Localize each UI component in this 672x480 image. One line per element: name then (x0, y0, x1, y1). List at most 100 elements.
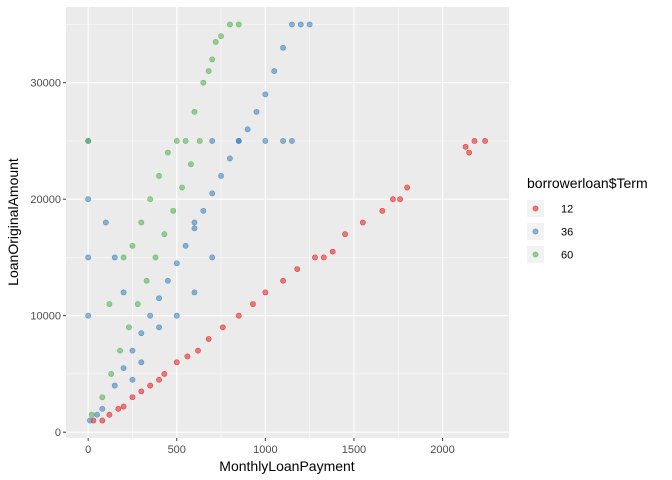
major-gridlines (66, 7, 509, 438)
point-term-60 (143, 277, 150, 284)
point-term-60 (147, 196, 154, 203)
point-term-36 (289, 21, 295, 28)
point-term-60 (161, 231, 168, 238)
point-term-36 (156, 295, 162, 302)
point-term-60 (182, 138, 189, 144)
legend-title: borrowerloan$Term (527, 175, 648, 191)
point-term-12 (106, 411, 113, 418)
legend-item-60: 60 (527, 246, 573, 263)
x-tick-label: 0 (85, 444, 91, 456)
point-term-36 (147, 312, 154, 319)
point-term-36 (280, 138, 286, 144)
point-term-36 (138, 330, 145, 337)
point-term-36 (156, 324, 162, 331)
x-tick-label: 500 (168, 444, 186, 456)
legend: borrowerloan$Term 12 36 60 (527, 175, 648, 263)
point-term-12 (462, 143, 469, 150)
point-term-36 (306, 21, 313, 28)
point-term-60 (108, 371, 115, 377)
legend-key-symbol (532, 251, 539, 258)
legend-label: 12 (561, 204, 573, 216)
point-term-36 (262, 138, 269, 144)
point-term-12 (120, 403, 127, 410)
x-axis-ticks: 0 500 1000 1500 2000 (85, 438, 455, 456)
point-term-12 (359, 219, 366, 226)
point-term-12 (235, 312, 242, 319)
point-term-60 (173, 138, 180, 144)
point-term-60 (188, 161, 194, 168)
point-term-60 (85, 138, 92, 144)
y-axis-title: LoanOriginalAmount (5, 158, 21, 286)
point-term-36 (129, 376, 136, 383)
point-term-60 (117, 347, 123, 354)
point-term-36 (227, 155, 233, 162)
point-term-12 (161, 371, 168, 377)
point-term-36 (87, 417, 93, 424)
legend-key-symbol (532, 205, 539, 212)
y-axis-ticks: 0 10000 20000 30000 (30, 78, 66, 439)
point-term-60 (235, 21, 242, 28)
point-term-12 (129, 394, 136, 401)
point-term-12 (397, 196, 403, 203)
y-tick-label: 10000 (30, 311, 61, 323)
point-term-12 (262, 289, 269, 296)
point-term-36 (253, 108, 260, 115)
point-term-60 (200, 79, 207, 86)
x-tick-label: 2000 (430, 444, 454, 456)
point-term-36 (191, 289, 198, 296)
point-term-12 (390, 196, 396, 203)
point-term-12 (219, 324, 226, 331)
point-term-60 (218, 33, 224, 40)
point-term-12 (173, 359, 180, 366)
point-term-36 (102, 219, 109, 226)
point-term-60 (106, 301, 113, 307)
point-term-12 (280, 277, 286, 284)
point-term-36 (85, 312, 92, 319)
x-tick-label: 1000 (253, 444, 277, 456)
point-term-36 (209, 190, 216, 197)
y-tick-label: 20000 (30, 194, 61, 206)
minor-gridlines (66, 7, 509, 438)
point-term-36 (120, 289, 127, 296)
data-points (85, 21, 488, 424)
point-term-60 (126, 324, 132, 331)
point-term-12 (329, 248, 336, 255)
point-term-36 (111, 254, 118, 261)
point-term-36 (120, 365, 127, 372)
point-term-36 (191, 219, 198, 226)
point-term-36 (173, 312, 180, 319)
point-term-60 (99, 394, 106, 401)
point-term-60 (164, 149, 171, 156)
point-term-36 (209, 138, 216, 144)
point-term-36 (129, 347, 136, 354)
point-term-12 (471, 138, 478, 144)
point-term-36 (280, 44, 286, 51)
x-tick-label: 1500 (342, 444, 366, 456)
point-term-12 (138, 388, 145, 395)
point-term-36 (271, 68, 278, 74)
point-term-36 (244, 126, 251, 133)
point-term-36 (182, 242, 189, 249)
point-term-36 (85, 254, 92, 261)
point-term-60 (227, 21, 233, 28)
point-term-36 (99, 405, 106, 412)
point-term-36 (138, 359, 145, 366)
point-term-12 (342, 231, 348, 238)
point-term-60 (120, 254, 127, 261)
point-term-60 (129, 242, 136, 249)
point-term-60 (209, 56, 216, 63)
point-term-36 (235, 138, 242, 144)
point-term-60 (88, 411, 95, 418)
point-term-36 (200, 207, 207, 214)
point-term-12 (184, 353, 191, 360)
y-tick-label: 0 (55, 427, 61, 439)
point-term-12 (404, 184, 411, 191)
legend-items: 12 36 60 (527, 200, 573, 263)
point-term-12 (466, 149, 473, 156)
point-term-12 (312, 254, 318, 261)
point-term-12 (156, 376, 162, 383)
point-term-36 (111, 382, 118, 389)
point-term-60 (212, 39, 219, 45)
point-term-60 (191, 108, 198, 115)
point-term-12 (379, 207, 386, 214)
